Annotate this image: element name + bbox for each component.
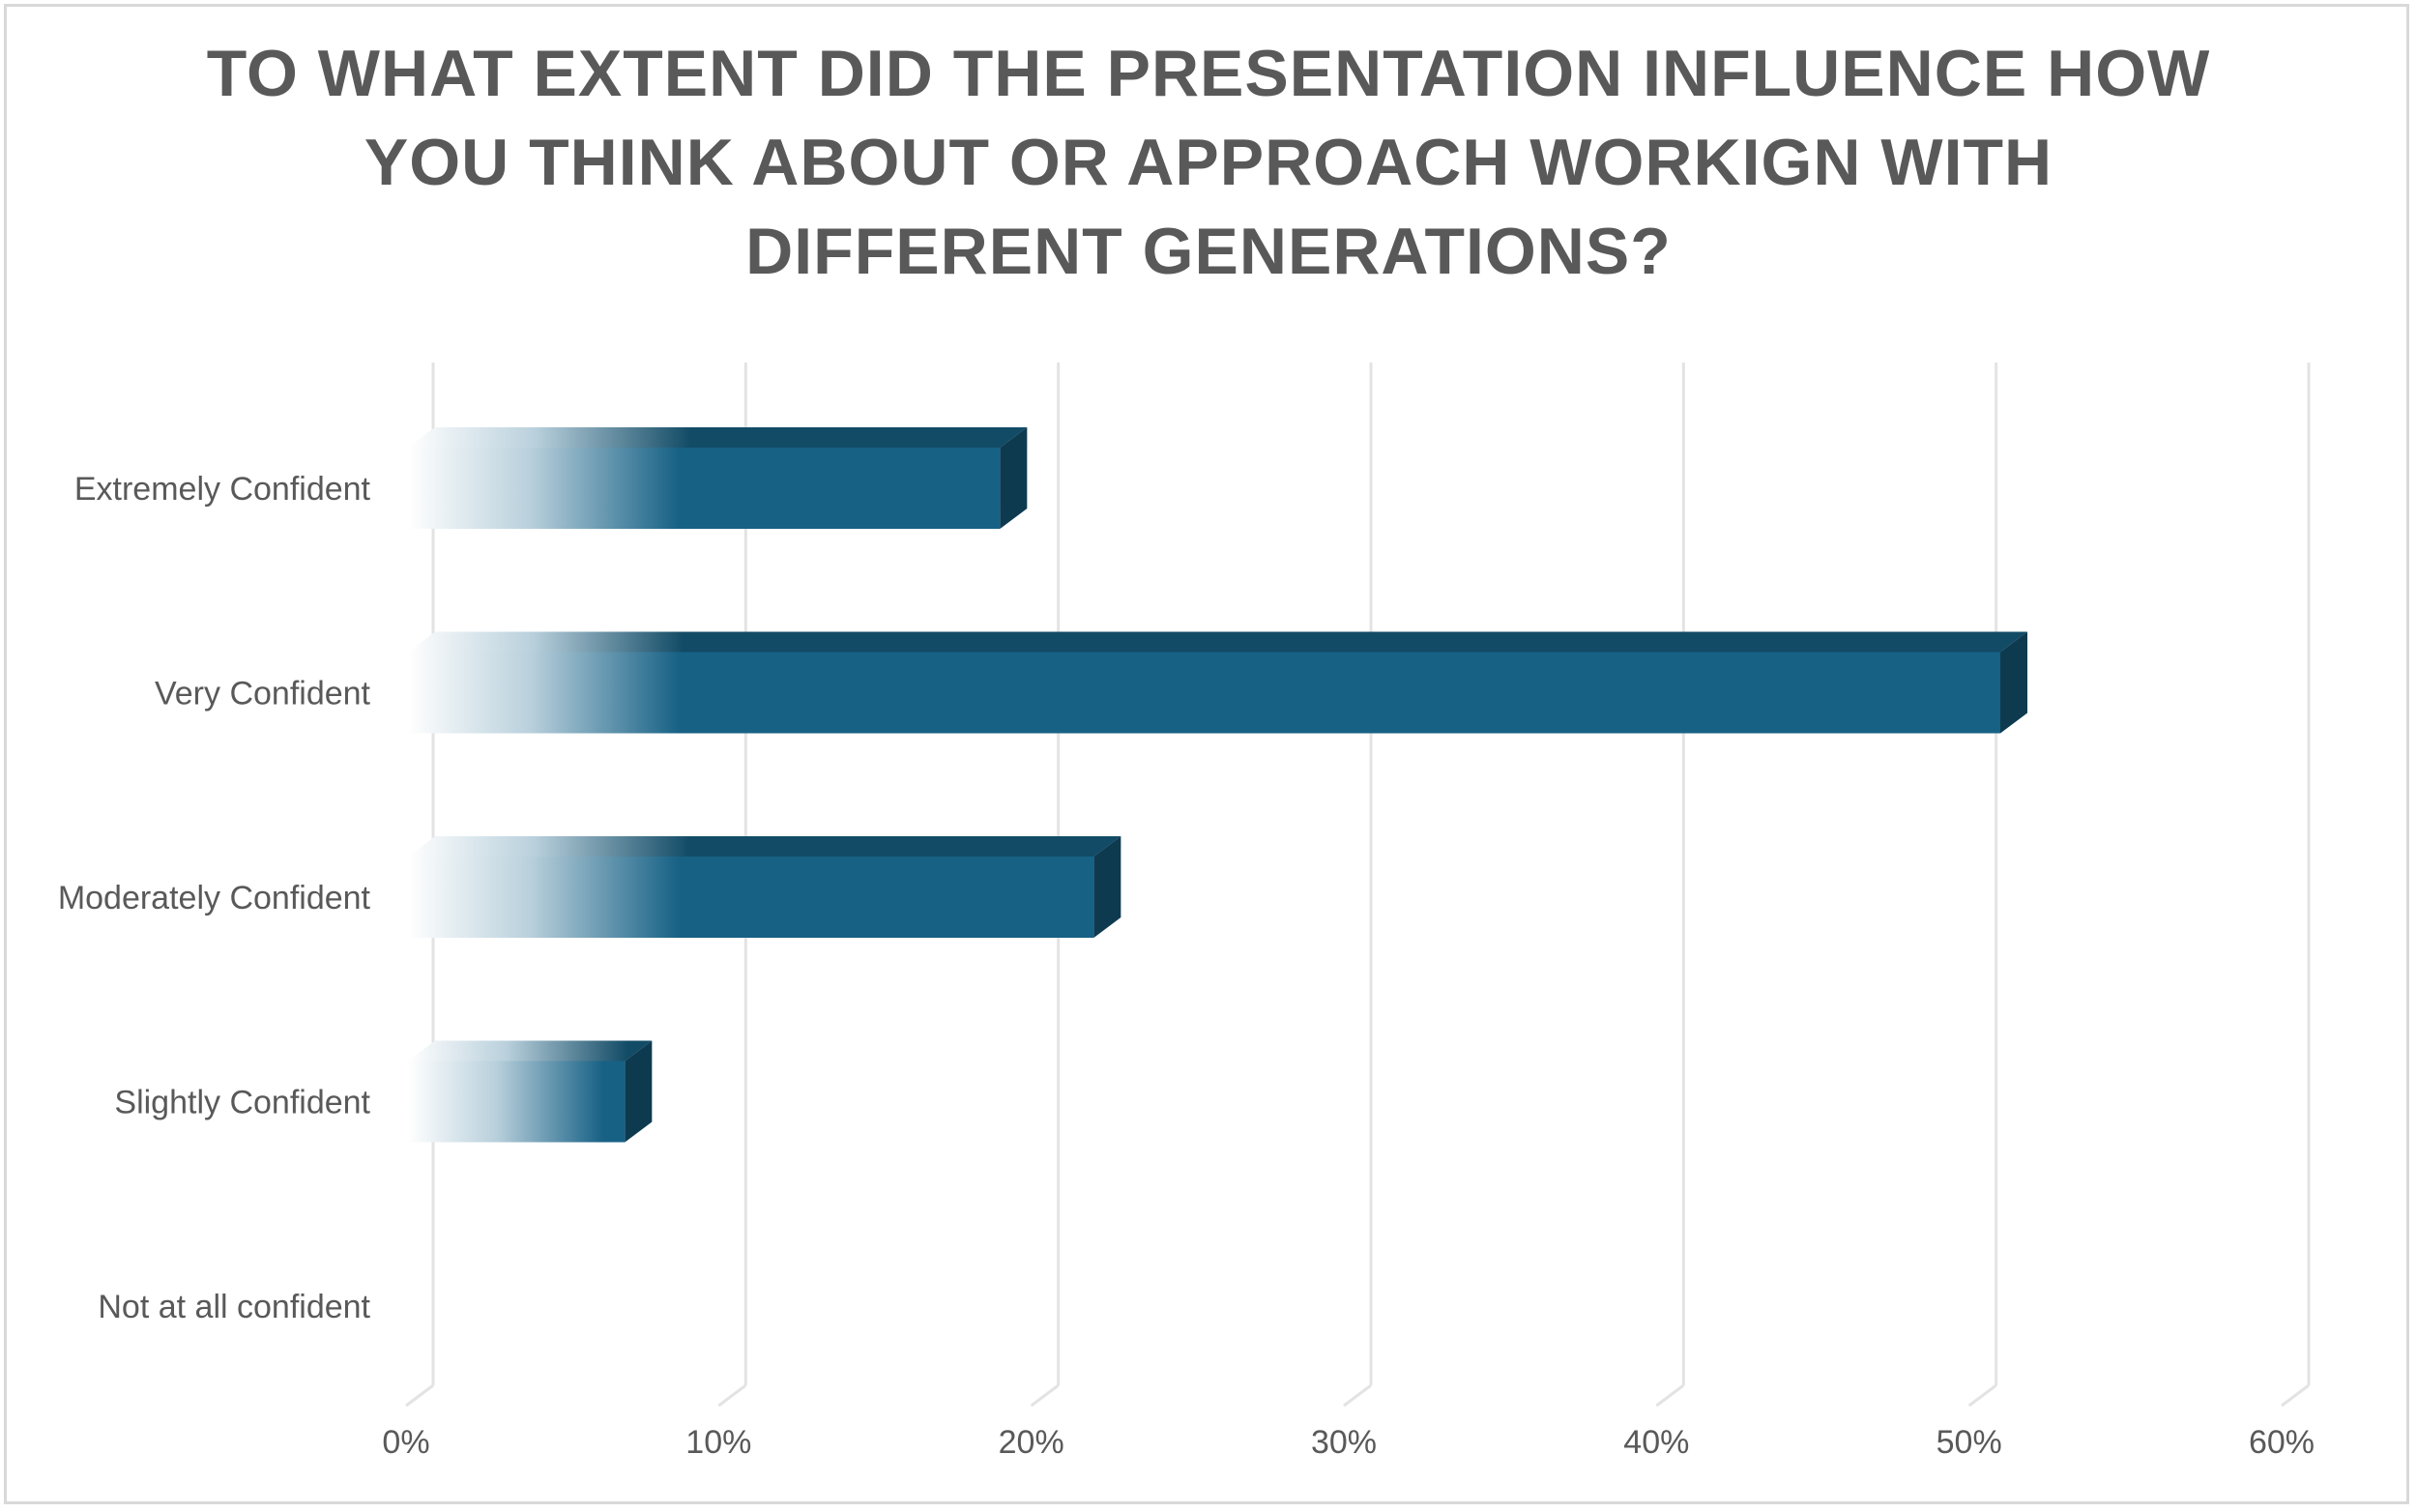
gridline-floor xyxy=(717,1383,747,1408)
bar-side-face xyxy=(2000,631,2027,734)
x-tick-label: 0% xyxy=(382,1424,429,1461)
x-tick-label: 50% xyxy=(1937,1424,2002,1461)
category-label: Extremely Confident xyxy=(74,471,371,508)
x-tick-label: 10% xyxy=(685,1424,751,1461)
bar-top-face xyxy=(408,427,1028,448)
bar-top-face xyxy=(408,836,1121,857)
bar-front-face xyxy=(408,1061,626,1143)
bar xyxy=(408,427,1028,529)
bar xyxy=(408,631,2027,734)
gridline-floor xyxy=(1967,1383,1997,1408)
gridline-floor xyxy=(1030,1383,1060,1408)
chart-frame xyxy=(4,4,2409,1504)
x-tick-label: 20% xyxy=(999,1424,1064,1461)
category-labels: Extremely Confident Very Confident Moderat… xyxy=(58,471,371,1325)
category-label: Very Confident xyxy=(155,676,371,712)
bar xyxy=(408,1040,653,1143)
gridline-floor xyxy=(405,1383,434,1408)
bar-top-face xyxy=(408,631,2027,653)
bar-side-face xyxy=(1093,836,1121,938)
bar xyxy=(408,836,1121,938)
bar-front-face xyxy=(408,448,1001,529)
x-tick-label: 30% xyxy=(1311,1424,1377,1461)
bars xyxy=(408,427,2027,1143)
gridline-floor xyxy=(2281,1383,2310,1408)
x-axis-tick-labels: 0% 10% 20% 30% 40% 50% 60% xyxy=(382,1424,2315,1461)
category-label: Slightly Confident xyxy=(114,1085,370,1121)
gridline-floor xyxy=(1655,1383,1685,1408)
category-label: Moderately Confident xyxy=(58,880,371,916)
x-tick-label: 60% xyxy=(2249,1424,2315,1461)
gridline-floor xyxy=(1343,1383,1372,1408)
chart-title: TO WHAT EXTENT DID THE PRESENTATION INFL… xyxy=(206,37,2211,288)
bar-side-face xyxy=(1000,427,1028,529)
bar-top-face xyxy=(408,1040,653,1061)
category-label: Not at all confident xyxy=(98,1289,370,1325)
x-tick-label: 40% xyxy=(1623,1424,1689,1461)
bar-side-face xyxy=(625,1040,653,1143)
bar-front-face xyxy=(408,857,1094,938)
bar-front-face xyxy=(408,652,2000,734)
